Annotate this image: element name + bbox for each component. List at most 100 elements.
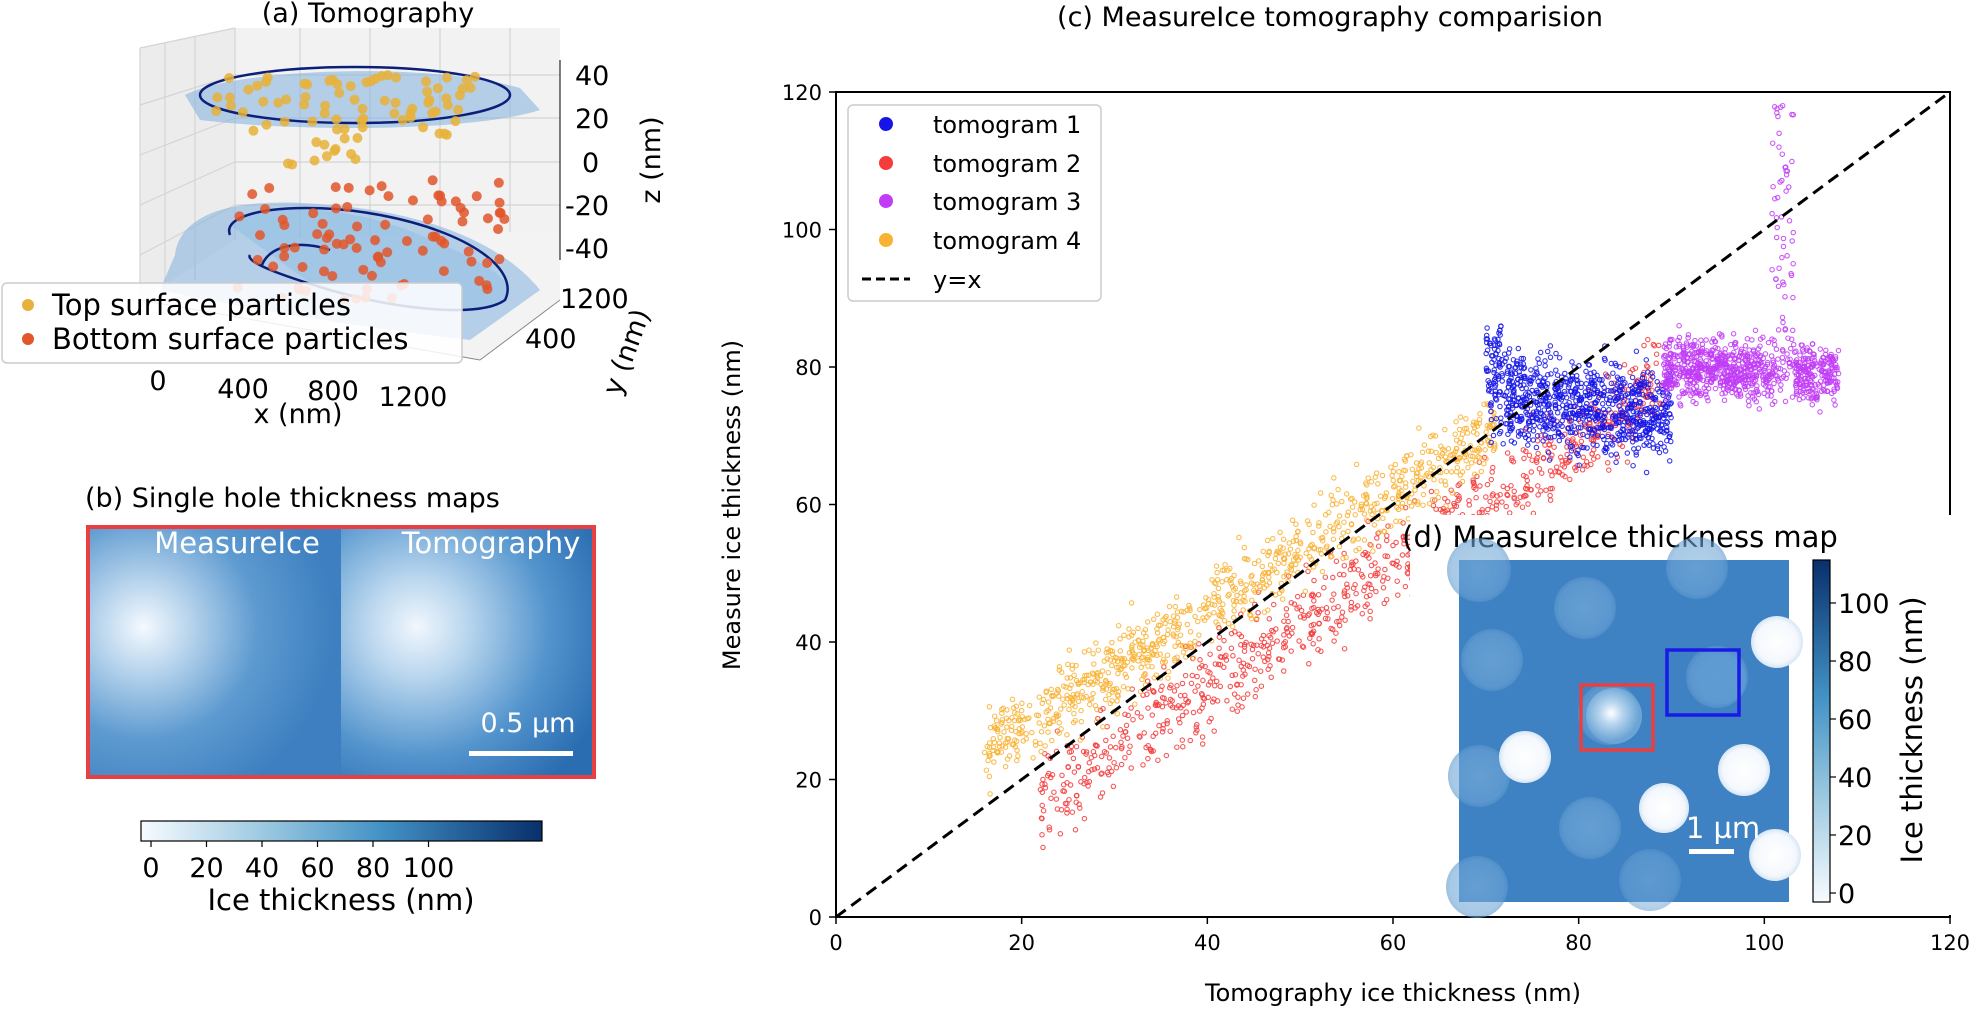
data-point: [1483, 367, 1490, 373]
data-point: [1266, 574, 1272, 581]
data-point: [1666, 433, 1673, 440]
data-point: [1381, 495, 1388, 502]
data-point: [1064, 800, 1070, 807]
data-point: [1531, 422, 1538, 429]
data-point: [1060, 788, 1066, 794]
data-point: [1756, 406, 1763, 412]
data-point: [1221, 664, 1227, 671]
data-point: [1650, 416, 1657, 423]
data-point: [1779, 354, 1786, 361]
data-point: [1778, 382, 1784, 388]
data-point: [1513, 501, 1519, 508]
data-point: [1331, 475, 1337, 481]
data-point: [1071, 672, 1077, 679]
data-point: [986, 744, 993, 751]
data-point: [1613, 459, 1619, 466]
data-point: [1382, 553, 1388, 559]
data-point: [1775, 356, 1781, 362]
data-point: [1363, 495, 1370, 501]
data-point: [1187, 640, 1193, 646]
data-point: [1583, 400, 1590, 407]
data-point: [1497, 403, 1503, 410]
data-point: [1089, 767, 1095, 773]
data-point: [1193, 730, 1199, 736]
data-point: [1127, 743, 1133, 749]
data-point: [1575, 408, 1582, 415]
data-point: [1742, 343, 1749, 349]
data-point: [1071, 710, 1077, 717]
data-point: [1365, 518, 1371, 525]
top-particle: [224, 72, 235, 83]
data-point: [1355, 567, 1362, 573]
data-point: [1213, 563, 1220, 569]
colorbar-tick-label: 40: [1838, 763, 1872, 794]
data-point: [1191, 644, 1197, 650]
data-point: [1789, 361, 1796, 368]
data-point: [1549, 485, 1555, 492]
data-point: [1064, 731, 1070, 738]
data-point: [1448, 469, 1455, 475]
data-point: [1285, 618, 1291, 625]
data-point: [1036, 720, 1042, 726]
data-point: [1504, 450, 1511, 456]
data-point: [1368, 585, 1375, 592]
data-point: [1336, 618, 1342, 625]
data-point: [1449, 507, 1455, 513]
data-point: [1106, 765, 1112, 771]
data-point: [986, 740, 993, 746]
data-point: [1030, 755, 1036, 761]
data-point: [1344, 593, 1351, 599]
data-point: [1729, 389, 1735, 396]
data-point: [1165, 675, 1171, 681]
data-point: [1165, 627, 1171, 633]
data-point: [1228, 580, 1234, 587]
data-point: [1075, 680, 1081, 686]
data-point: [1773, 215, 1780, 221]
data-point: [1524, 477, 1531, 484]
top-particle: [225, 100, 236, 111]
data-point: [1453, 445, 1460, 452]
data-point: [1217, 661, 1224, 668]
data-point: [1340, 530, 1346, 536]
data-point: [1380, 584, 1387, 591]
data-point: [1094, 679, 1101, 685]
data-point: [1762, 365, 1768, 372]
data-point: [1698, 348, 1705, 355]
data-point: [1113, 686, 1120, 692]
data-point: [1677, 401, 1683, 407]
data-point: [1824, 355, 1831, 361]
data-point: [1592, 399, 1599, 406]
data-point: [1545, 449, 1552, 456]
data-point: [1783, 375, 1789, 382]
data-point: [1653, 360, 1659, 367]
data-point: [1552, 402, 1559, 408]
data-point: [1418, 475, 1424, 481]
data-point: [1551, 433, 1558, 440]
data-point: [1169, 698, 1175, 704]
data-point: [1813, 394, 1820, 401]
data-point: [1491, 367, 1498, 373]
data-point: [1375, 543, 1382, 549]
data-point: [1773, 234, 1780, 241]
bottom-particle: [366, 270, 377, 281]
data-point: [1341, 645, 1348, 652]
data-point: [1100, 705, 1106, 712]
data-point: [1648, 407, 1655, 414]
data-point: [1666, 458, 1673, 464]
data-point: [1421, 442, 1428, 448]
data-point: [1208, 715, 1214, 722]
data-point: [1726, 380, 1733, 387]
data-point: [1414, 501, 1421, 507]
data-point: [1292, 551, 1298, 558]
data-point: [999, 719, 1005, 726]
data-point: [1832, 364, 1838, 370]
data-point: [1164, 652, 1171, 658]
data-point: [1561, 464, 1568, 470]
data-point: [1311, 577, 1317, 584]
data-point: [1549, 472, 1555, 479]
data-point: [1432, 497, 1438, 503]
data-point: [1177, 632, 1184, 638]
bottom-particle: [254, 230, 265, 241]
data-point: [1219, 654, 1225, 661]
data-point: [1775, 327, 1782, 333]
